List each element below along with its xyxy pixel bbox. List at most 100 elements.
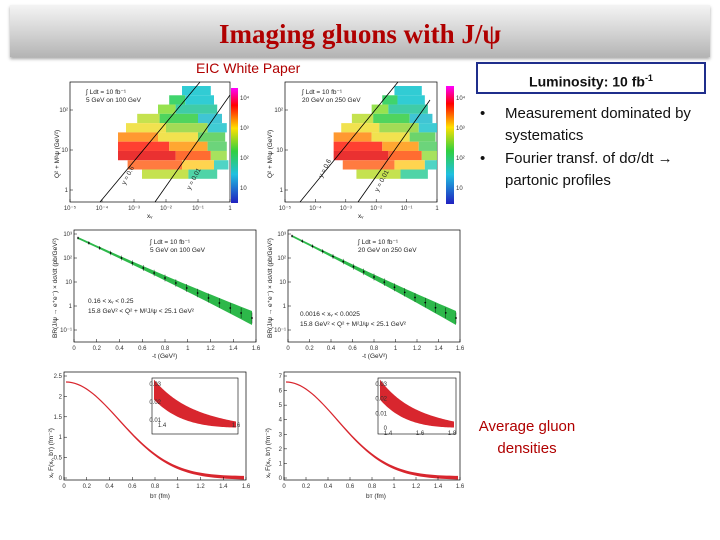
y-ticks: 10³ 10² 10 1 10⁻¹ bbox=[60, 232, 77, 334]
tick-label: 1.2 bbox=[196, 484, 205, 490]
x-ticks: 0 0.2 0.4 0.6 0.8 1 1.2 1.4 1.6 bbox=[72, 339, 261, 352]
tick-label: 10³ bbox=[277, 232, 286, 238]
tick-label: 0.01 bbox=[149, 418, 161, 424]
tick-label: 0 bbox=[282, 484, 286, 490]
x-axis-label: xᵥ bbox=[358, 213, 364, 220]
tick-label: 0 bbox=[279, 476, 283, 482]
heatmap-cell bbox=[207, 141, 227, 151]
slide-title: Imaging gluons with J/ψ bbox=[219, 19, 501, 49]
title-bar: Imaging gluons with J/ψ bbox=[10, 5, 710, 57]
heatmap-cell bbox=[371, 132, 410, 142]
luminosity-exponent: -1 bbox=[644, 73, 653, 83]
x-ticks: 10⁻⁵ 10⁻⁴ 10⁻³ 10⁻² 10⁻¹ 1 bbox=[279, 199, 439, 212]
tick-label: 0.6 bbox=[138, 346, 147, 352]
tick-label: 1.6 bbox=[252, 346, 261, 352]
heatmap-cell bbox=[421, 150, 437, 161]
tick-label: 1 bbox=[283, 304, 287, 310]
x-axis-label: bᴛ (fm) bbox=[150, 493, 170, 500]
tick-label: 1.5 bbox=[54, 415, 63, 421]
y-axis-label: BR(J/ψ → e⁺e⁻) × dσ/dt (pb/GeV²) bbox=[267, 238, 274, 338]
heatmap-cell bbox=[169, 95, 186, 105]
heatmap-cell bbox=[388, 104, 428, 114]
tick-label: 10³ bbox=[63, 232, 72, 238]
tick-label: 10⁴ bbox=[456, 95, 466, 102]
tick-label: 10² bbox=[274, 108, 283, 114]
heatmap-cell bbox=[166, 123, 208, 133]
tick-label: 0.02 bbox=[375, 397, 387, 403]
heatmap-cell bbox=[400, 169, 428, 179]
tick-label: 1.4 bbox=[434, 484, 443, 490]
kinematic-plot-right: ∫ Ldt = 10 fb⁻¹ 20 GeV on 250 GeV y = 0.… bbox=[267, 81, 439, 220]
bullet-text: Fourier transf. of dσ/dt → partonic prof… bbox=[505, 150, 673, 189]
y-ticks: 7 6 5 4 3 2 1 0 bbox=[279, 374, 287, 482]
lumi-label: ∫ Ldt = 10 fb⁻¹ bbox=[357, 239, 399, 246]
tick-label: 10⁻¹ bbox=[401, 206, 413, 212]
tick-label: 0.2 bbox=[302, 484, 311, 490]
tick-label: 1.4 bbox=[384, 431, 393, 437]
tick-label: 0.8 bbox=[151, 484, 160, 490]
inset-ticks: 0.03 0.02 0.01 01.4 1.6 1.8 bbox=[375, 382, 457, 437]
tick-label: 1 bbox=[186, 346, 190, 352]
bullet-item: • Measurement dominated by systematics bbox=[480, 103, 716, 147]
tick-label: 0 bbox=[384, 426, 388, 432]
color-scale-right bbox=[446, 86, 454, 204]
heatmap-cell bbox=[371, 104, 389, 114]
heatmap-cell bbox=[159, 113, 198, 124]
lumi-label: ∫ Ldt = 10 fb⁻¹ bbox=[301, 89, 343, 96]
heatmap-cell bbox=[373, 113, 410, 124]
heatmap-cell bbox=[214, 160, 229, 170]
bullet-text: Measurement dominated by systematics bbox=[505, 105, 691, 144]
tick-label: 1 bbox=[394, 346, 398, 352]
heatmap-cell bbox=[418, 141, 437, 151]
tick-label: 0.2 bbox=[305, 346, 314, 352]
y-line-label: y = 0.6 bbox=[121, 165, 137, 186]
tick-label: 10² bbox=[63, 256, 72, 262]
heatmap-cell bbox=[126, 123, 166, 133]
cross-section-plot-left: ∫ Ldt = 10 fb⁻¹ 5 GeV on 100 GeV 0.16 < … bbox=[52, 229, 261, 360]
y-line-low bbox=[154, 94, 231, 203]
heatmap-cell bbox=[185, 95, 214, 105]
tick-label: 0.4 bbox=[324, 484, 333, 490]
tick-label: 4 bbox=[279, 418, 283, 424]
heatmap-cell bbox=[333, 141, 383, 151]
energy-label: 20 GeV on 250 GeV bbox=[358, 247, 417, 254]
tick-label: 10 bbox=[456, 186, 463, 192]
tick-label: 10 bbox=[65, 280, 72, 286]
x-range-label: 0.16 < xᵥ < 0.25 bbox=[88, 298, 134, 305]
tick-label: 10³ bbox=[456, 126, 465, 132]
tick-label: 10² bbox=[456, 156, 465, 162]
inset-band bbox=[154, 379, 236, 428]
gluon-profile-plot-left: xᵥ F(xᵥ, bᴛ) (fm⁻²) bᴛ (fm) 0 0.2 0.4 0.6 0.… bbox=[48, 371, 251, 500]
tick-label: 1 bbox=[65, 188, 69, 194]
tick-label: 0 bbox=[72, 346, 76, 352]
tick-label: 10⁻⁵ bbox=[64, 205, 77, 212]
heatmap-cell bbox=[118, 132, 158, 142]
kinematic-plot-left: ∫ Ldt = 10 fb⁻¹ 5 GeV on 100 GeV y = 0.6… bbox=[54, 81, 232, 220]
bullet-marker: • bbox=[480, 105, 486, 122]
heatmap-cell bbox=[394, 86, 422, 96]
y-line-high bbox=[99, 81, 201, 203]
tick-label: 1.6 bbox=[416, 431, 425, 437]
y-axis-label: xᵥ F(xᵥ, bᴛ) (fm⁻²) bbox=[265, 428, 272, 478]
tick-label: 0.8 bbox=[161, 346, 170, 352]
tick-label: 2 bbox=[279, 447, 283, 453]
heatmap-cell bbox=[394, 160, 425, 170]
y-ticks: 10³ 10² 10 1 10⁻¹ bbox=[274, 232, 291, 334]
lumi-label: ∫ Ldt = 10 fb⁻¹ bbox=[149, 239, 191, 246]
x-axis-label: bᴛ (fm) bbox=[366, 493, 386, 500]
x-axis-label: xᵥ bbox=[147, 213, 153, 220]
gluon-profile-plot-right: xᵥ F(xᵥ, bᴛ) (fm⁻²) bᴛ (fm) 0 0.2 0.4 0.6 0.… bbox=[265, 371, 465, 500]
tick-label: 1.4 bbox=[434, 346, 443, 352]
tick-label: 0.4 bbox=[327, 346, 336, 352]
heatmap-cell bbox=[418, 123, 437, 133]
tick-label: 10⁻³ bbox=[128, 206, 140, 212]
tick-label: 1.2 bbox=[413, 346, 422, 352]
tick-label: 1 bbox=[69, 304, 73, 310]
heatmap-cell bbox=[333, 150, 389, 161]
bullet-item: • Fourier transf. of dσ/dt → partonic pro… bbox=[480, 148, 716, 192]
x-ticks: 0 0.2 0.4 0.6 0.8 1 1.2 1.4 1.6 bbox=[286, 339, 465, 352]
tick-label: 10⁴ bbox=[240, 95, 250, 102]
tick-label: 1.6 bbox=[232, 423, 241, 429]
x-axis-label: -t (GeV²) bbox=[362, 353, 387, 360]
